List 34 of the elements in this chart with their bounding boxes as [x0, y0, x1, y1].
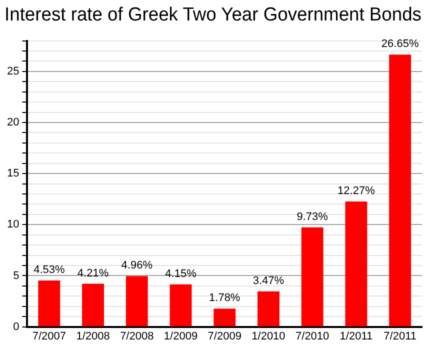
bar [170, 284, 192, 326]
x-tick-label: 1/2009 [164, 330, 198, 342]
data-label: 26.65% [381, 38, 419, 50]
bar [214, 308, 236, 326]
x-tick-label: 7/2008 [120, 330, 154, 342]
y-tick-label: 15 [6, 168, 20, 180]
x-tick-label: 1/2010 [252, 330, 286, 342]
y-tick-label: 10 [6, 218, 20, 231]
data-label: 4.53% [34, 264, 65, 276]
bar [389, 54, 412, 326]
y-tick-label: 20 [6, 116, 20, 129]
bar [258, 291, 280, 326]
x-tick-label: 7/2011 [384, 330, 416, 342]
y-tick-label: 0 [13, 320, 20, 333]
bar [301, 227, 324, 326]
y-tick-label: 5 [13, 270, 20, 282]
x-tick-label: 1/2011 [340, 330, 373, 342]
x-tick-label: 7/2010 [296, 330, 330, 342]
x-tick-label: 7/2007 [32, 330, 66, 342]
data-label: 4.21% [77, 267, 109, 280]
bar [126, 276, 148, 326]
data-label: 3.47% [252, 274, 284, 287]
y-tick-label: 25 [6, 65, 20, 78]
bar [345, 201, 368, 326]
data-label: 1.78% [209, 292, 240, 304]
bar [38, 280, 60, 326]
data-label: 4.96% [121, 260, 153, 272]
data-label: 12.27% [338, 185, 376, 197]
x-tick-label: 7/2009 [208, 330, 242, 342]
chart-title: Interest rate of Greek Two Year Government Bonds [4, 3, 422, 25]
data-label: 4.15% [165, 268, 197, 280]
data-label: 9.73% [296, 210, 328, 223]
bar [82, 284, 104, 326]
x-tick-label: 1/2008 [76, 330, 110, 342]
